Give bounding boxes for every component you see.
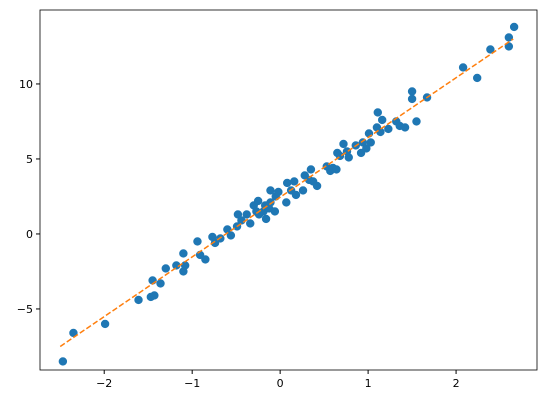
point bbox=[298, 186, 308, 195]
point bbox=[384, 124, 393, 134]
point bbox=[312, 181, 322, 191]
point bbox=[282, 178, 292, 188]
y-tick-label: −5 bbox=[17, 303, 33, 316]
point bbox=[58, 357, 68, 366]
point bbox=[504, 42, 514, 51]
point bbox=[193, 237, 202, 246]
x-tick-label: −2 bbox=[96, 377, 112, 390]
point bbox=[366, 138, 375, 147]
y-tick-label: 5 bbox=[26, 153, 33, 166]
point bbox=[242, 210, 251, 219]
point bbox=[504, 33, 514, 42]
x-tick-label: 0 bbox=[277, 377, 284, 390]
point bbox=[344, 153, 353, 162]
point bbox=[246, 219, 255, 228]
x-tick-label: 1 bbox=[365, 377, 372, 390]
point bbox=[400, 123, 410, 132]
point bbox=[266, 186, 275, 195]
point bbox=[472, 73, 482, 83]
plot-frame bbox=[39, 9, 538, 371]
point bbox=[407, 94, 417, 104]
x-tick-label: −1 bbox=[184, 377, 200, 390]
point bbox=[291, 190, 301, 200]
point bbox=[306, 165, 316, 174]
point bbox=[134, 295, 143, 305]
point bbox=[226, 231, 236, 240]
point bbox=[161, 264, 170, 273]
point bbox=[100, 319, 110, 329]
point bbox=[266, 198, 275, 207]
point bbox=[290, 177, 299, 186]
point bbox=[201, 255, 210, 264]
point bbox=[407, 87, 417, 96]
point bbox=[150, 291, 159, 300]
point bbox=[362, 144, 371, 153]
x-tick-label: 2 bbox=[453, 377, 460, 390]
point bbox=[458, 63, 468, 72]
point bbox=[180, 261, 190, 270]
point bbox=[373, 108, 382, 117]
fit-line bbox=[59, 38, 514, 348]
point bbox=[282, 198, 291, 207]
point bbox=[172, 261, 181, 270]
point bbox=[339, 139, 348, 149]
point bbox=[270, 207, 280, 216]
point bbox=[377, 115, 387, 125]
point bbox=[253, 196, 263, 206]
point bbox=[332, 165, 341, 174]
y-tick-label: 10 bbox=[19, 78, 33, 91]
point bbox=[156, 279, 165, 288]
point bbox=[69, 328, 78, 338]
point bbox=[486, 45, 495, 54]
point bbox=[261, 214, 271, 224]
point bbox=[179, 249, 188, 258]
point bbox=[376, 127, 385, 137]
y-tick-label: 0 bbox=[26, 228, 33, 241]
point bbox=[412, 117, 421, 126]
point bbox=[509, 22, 519, 32]
point bbox=[274, 187, 283, 197]
